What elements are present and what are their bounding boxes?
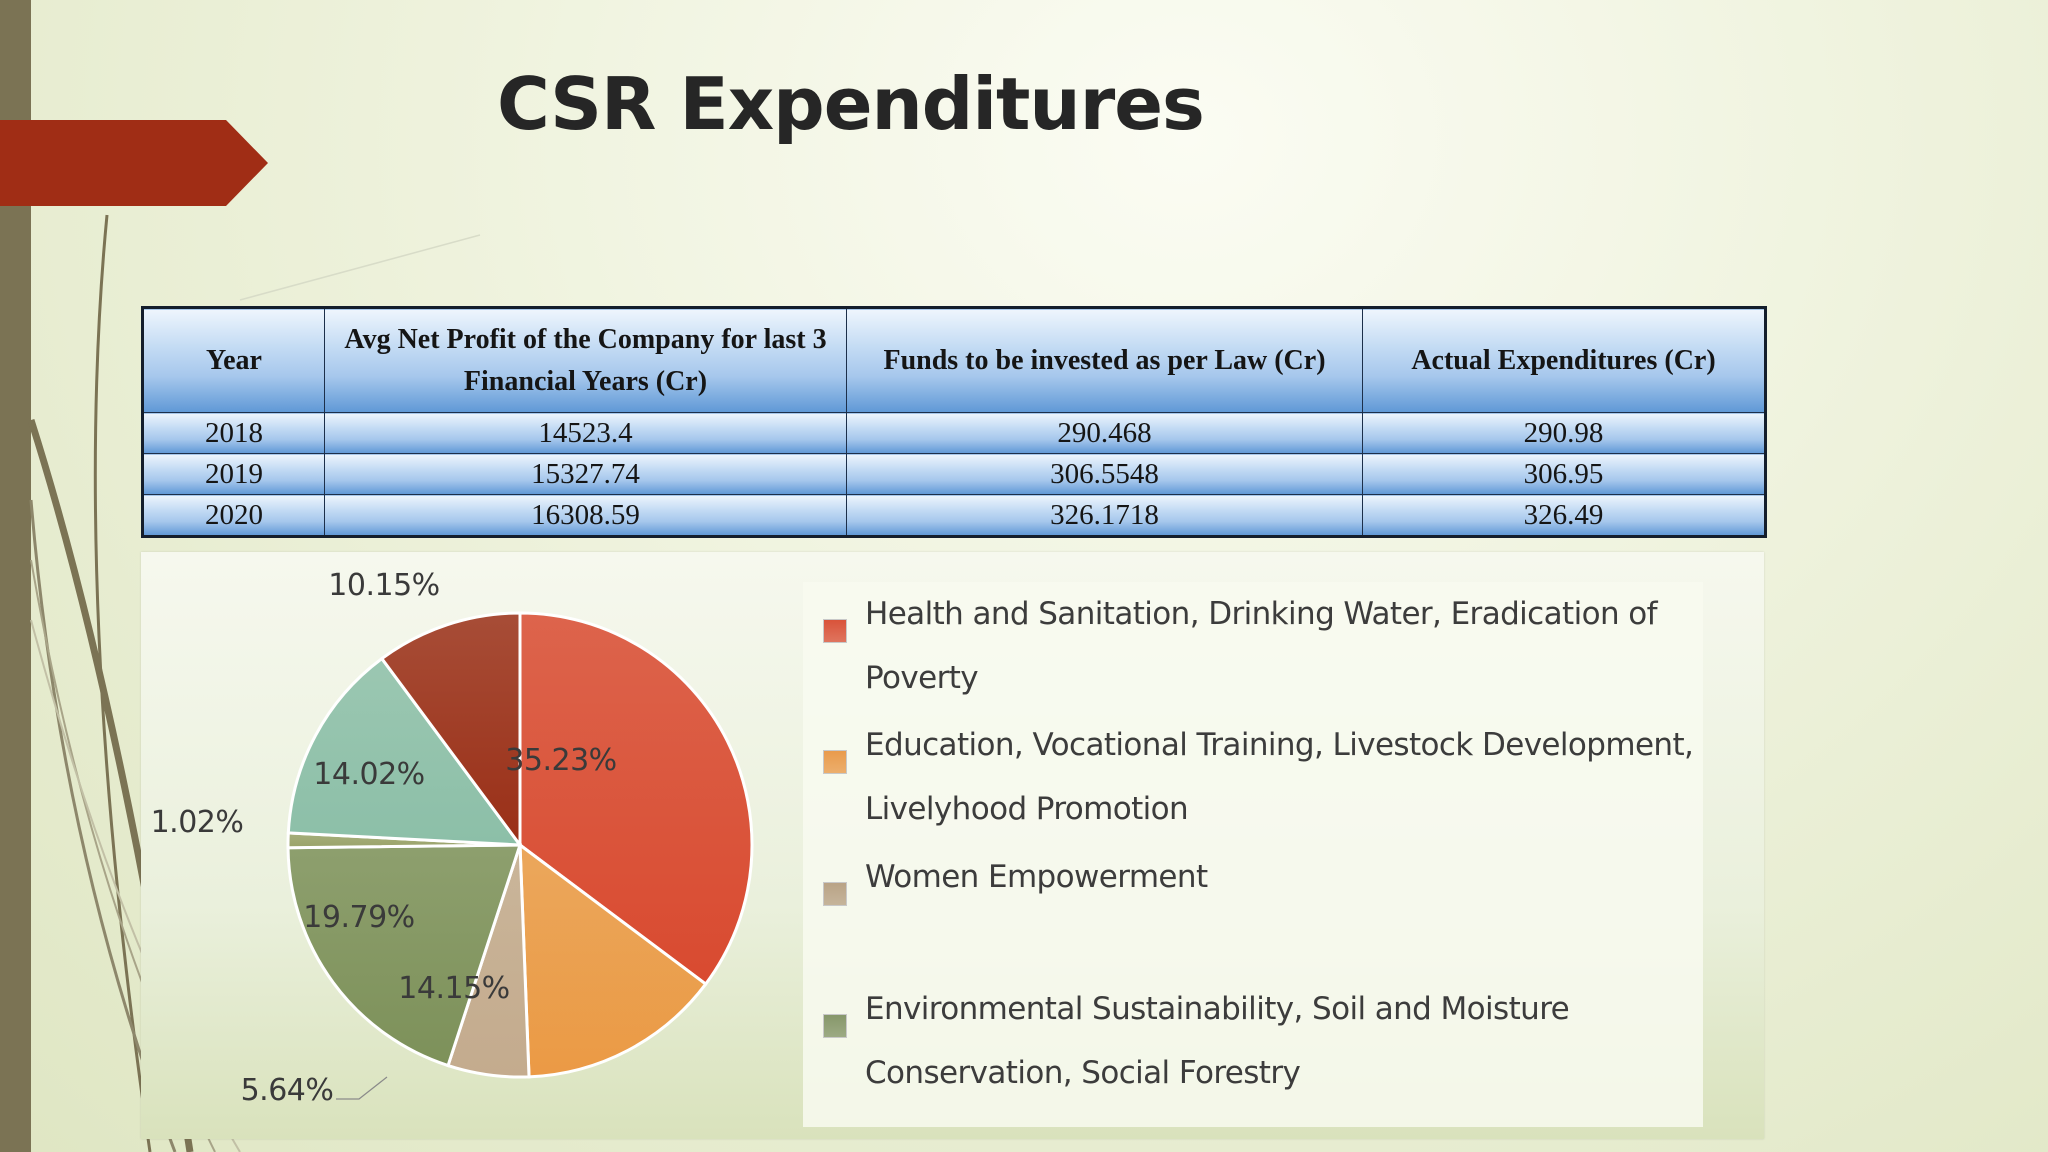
legend-label: Women Empowerment xyxy=(865,859,1208,895)
cell-year: 2019 xyxy=(142,453,325,495)
cell-funds-per-law: 326.1718 xyxy=(846,494,1363,537)
header-funds-per-law: Funds to be invested as per Law (Cr) xyxy=(846,307,1363,413)
pie-slice xyxy=(518,841,708,1079)
cell-year: 2020 xyxy=(142,494,325,537)
cell-avg-net-profit: 16308.59 xyxy=(324,494,847,537)
table-row: 2018 14523.4 290.468 290.98 xyxy=(142,412,1766,454)
pie-slice xyxy=(518,611,754,987)
cell-actual-expenditure: 326.49 xyxy=(1362,494,1766,537)
pie-data-label: 10.15% xyxy=(328,568,439,603)
cell-actual-expenditure: 306.95 xyxy=(1362,453,1766,495)
cell-actual-expenditure: 290.98 xyxy=(1362,412,1766,454)
pie-data-label: 35.23% xyxy=(505,743,616,778)
pie-data-label: 14.02% xyxy=(313,757,424,792)
legend-swatch xyxy=(823,1014,847,1038)
legend-label: Education, Vocational Training, Livestoc… xyxy=(865,727,1694,827)
table-header-row: Year Avg Net Profit of the Company for l… xyxy=(142,307,1766,413)
cell-avg-net-profit: 14523.4 xyxy=(324,412,847,454)
cell-funds-per-law: 290.468 xyxy=(846,412,1363,454)
pie-slice xyxy=(379,611,522,850)
cell-funds-per-law: 306.5548 xyxy=(846,453,1363,495)
legend-swatch xyxy=(823,882,847,906)
legend-label: Health and Sanitation, Drinking Water, E… xyxy=(865,596,1658,696)
legend-swatch xyxy=(823,750,847,774)
pie-chart: 35.23% 14.15% 5.64% 19.79% 1.02% 14.02% 10.15% xyxy=(151,568,754,1108)
pie-slice xyxy=(286,656,524,847)
cell-year: 2018 xyxy=(142,412,325,454)
pie-data-label: 1.02% xyxy=(151,805,244,840)
title-arrow-accent xyxy=(0,120,268,206)
pie-slice xyxy=(286,843,523,1068)
legend-swatch xyxy=(823,619,847,643)
csr-table: Year Avg Net Profit of the Company for l… xyxy=(141,306,1767,538)
legend-label: Environmental Sustainability, Soil and M… xyxy=(865,991,1570,1091)
pie-leader-line xyxy=(336,1076,388,1100)
header-year: Year xyxy=(142,307,325,413)
chart-legend: Health and Sanitation, Drinking Water, E… xyxy=(803,582,1703,1127)
pie-data-label: 19.79% xyxy=(303,900,414,935)
header-actual-expenditures: Actual Expenditures (Cr) xyxy=(1362,307,1766,413)
pie-data-label: 5.64% xyxy=(241,1073,334,1108)
header-avg-net-profit: Avg Net Profit of the Company for last 3… xyxy=(324,307,847,413)
cell-avg-net-profit: 15327.74 xyxy=(324,453,847,495)
table-row: 2019 15327.74 306.5548 306.95 xyxy=(142,453,1766,495)
slide-title: CSR Expenditures xyxy=(497,62,1205,146)
table-row: 2020 16308.59 326.1718 326.49 xyxy=(142,494,1766,537)
pie-data-label: 14.15% xyxy=(398,971,509,1006)
